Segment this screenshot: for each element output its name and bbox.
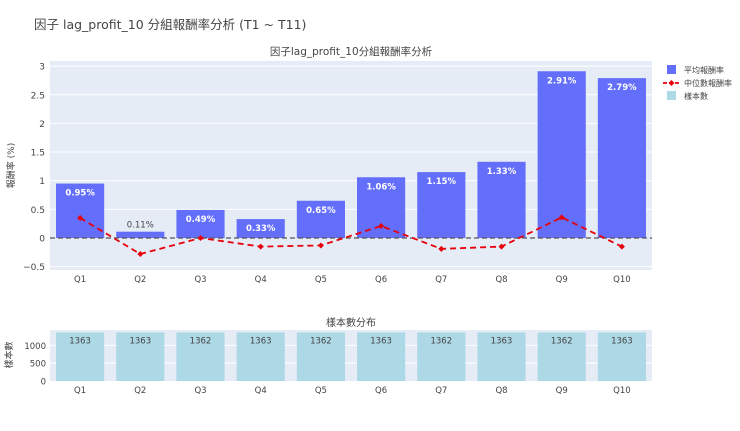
x-tick-label: Q3	[194, 275, 206, 285]
median-marker	[498, 243, 505, 250]
y-tick-label: 3	[39, 63, 45, 73]
x-tick-label: Q6	[375, 386, 387, 396]
y-axis-title-top: 報酬率 (%)	[5, 143, 17, 188]
bar-mean	[597, 78, 646, 239]
page-title: 因子 lag_profit_10 分組報酬率分析 (T1 ~ T11)	[34, 17, 307, 32]
x-tick-label: Q9	[556, 386, 568, 396]
chart-title-bottom: 樣本數分布	[326, 316, 376, 329]
x-tick-label: Q7	[435, 275, 447, 285]
x-tick-label: Q5	[315, 386, 327, 396]
bar-sample-count	[176, 332, 225, 381]
x-tick-label: Q10	[613, 386, 631, 396]
bar-data-label: 0.11%	[127, 221, 154, 231]
x-tick-label: Q9	[556, 275, 568, 285]
y-tick-label: 0	[39, 235, 45, 245]
bar-data-label: 0.33%	[246, 224, 276, 234]
legend-label: 中位數報酬率	[684, 78, 732, 88]
x-tick-label: Q1	[74, 275, 86, 285]
bar-data-label: 1.15%	[427, 177, 457, 187]
bar-data-label: 1362	[310, 336, 332, 346]
y-tick-label: 2.5	[31, 91, 45, 101]
x-tick-label: Q1	[74, 386, 86, 396]
y-tick-label: 500	[30, 360, 46, 370]
bar-data-label: 1.33%	[487, 167, 517, 177]
y-tick-label: 2	[39, 120, 45, 130]
x-tick-label: Q6	[375, 275, 387, 285]
bar-mean	[236, 219, 285, 238]
legend-swatch-count	[667, 91, 676, 100]
median-marker	[197, 235, 204, 241]
median-marker	[77, 214, 84, 221]
x-tick-label: Q4	[255, 386, 267, 396]
x-tick-label: Q3	[194, 386, 206, 396]
chart-title-top: 因子lag_profit_10分組報酬率分析	[270, 45, 433, 58]
x-tick-label: Q2	[134, 386, 146, 396]
median-marker	[558, 214, 565, 221]
bar-mean	[116, 231, 165, 238]
bar-data-label: 2.79%	[607, 83, 637, 93]
bar-sample-count	[56, 332, 105, 381]
bar-data-label: 1363	[69, 336, 91, 346]
y-tick-label: −0.5	[23, 263, 45, 273]
legend-swatch-mean	[667, 65, 676, 74]
y-tick-label: 0.5	[31, 206, 45, 216]
bar-data-label: 1363	[129, 336, 151, 346]
median-marker	[137, 251, 144, 258]
bar-mean	[537, 71, 586, 238]
y-axis-title-bottom: 樣本數	[3, 341, 15, 368]
x-tick-label: Q8	[495, 275, 507, 285]
x-tick-label: Q4	[255, 275, 267, 285]
x-tick-label: Q5	[315, 275, 327, 285]
y-tick-label: 1	[39, 177, 45, 187]
bar-mean	[417, 172, 466, 238]
y-tick-label: 0	[41, 378, 46, 388]
bar-data-label: 0.65%	[306, 206, 336, 216]
bar-data-label: 1362	[430, 336, 452, 346]
bar-sample-count	[477, 332, 526, 381]
bar-sample-count	[236, 332, 285, 381]
y-tick-label: 1000	[24, 342, 46, 352]
median-marker	[378, 222, 385, 229]
bar-sample-count	[417, 332, 466, 381]
x-tick-label: Q10	[613, 275, 631, 285]
bar-data-label: 1363	[491, 336, 513, 346]
bar-data-label: 1363	[250, 336, 272, 346]
median-line	[79, 216, 623, 256]
bar-sample-count	[116, 332, 165, 381]
bar-sample-count	[357, 332, 406, 381]
bar-data-label: 0.49%	[186, 215, 216, 225]
bar-sample-count	[537, 332, 586, 381]
legend-label: 樣本數	[684, 91, 708, 101]
legend-marker-median	[668, 80, 675, 86]
x-tick-label: Q8	[495, 386, 507, 396]
bar-sample-count	[597, 332, 646, 381]
bar-data-label: 1362	[551, 336, 573, 346]
bar-data-label: 0.95%	[65, 189, 95, 199]
bar-mean	[296, 200, 345, 238]
bar-data-label: 1.06%	[366, 182, 396, 192]
bar-sample-count	[296, 332, 345, 381]
x-tick-label: Q2	[134, 275, 146, 285]
bar-mean	[477, 161, 526, 238]
y-tick-label: 1.5	[31, 149, 45, 159]
median-marker	[317, 242, 324, 249]
bar-mean	[176, 209, 225, 238]
bar-mean	[56, 183, 105, 238]
bar-data-label: 1363	[370, 336, 392, 346]
x-tick-label: Q7	[435, 386, 447, 396]
median-marker	[618, 243, 625, 250]
legend-label: 平均報酬率	[684, 65, 724, 75]
median-marker	[257, 243, 264, 250]
bar-data-label: 1363	[611, 336, 633, 346]
bar-data-label: 2.91%	[547, 76, 577, 86]
bar-data-label: 1362	[190, 336, 212, 346]
median-marker	[438, 245, 445, 252]
